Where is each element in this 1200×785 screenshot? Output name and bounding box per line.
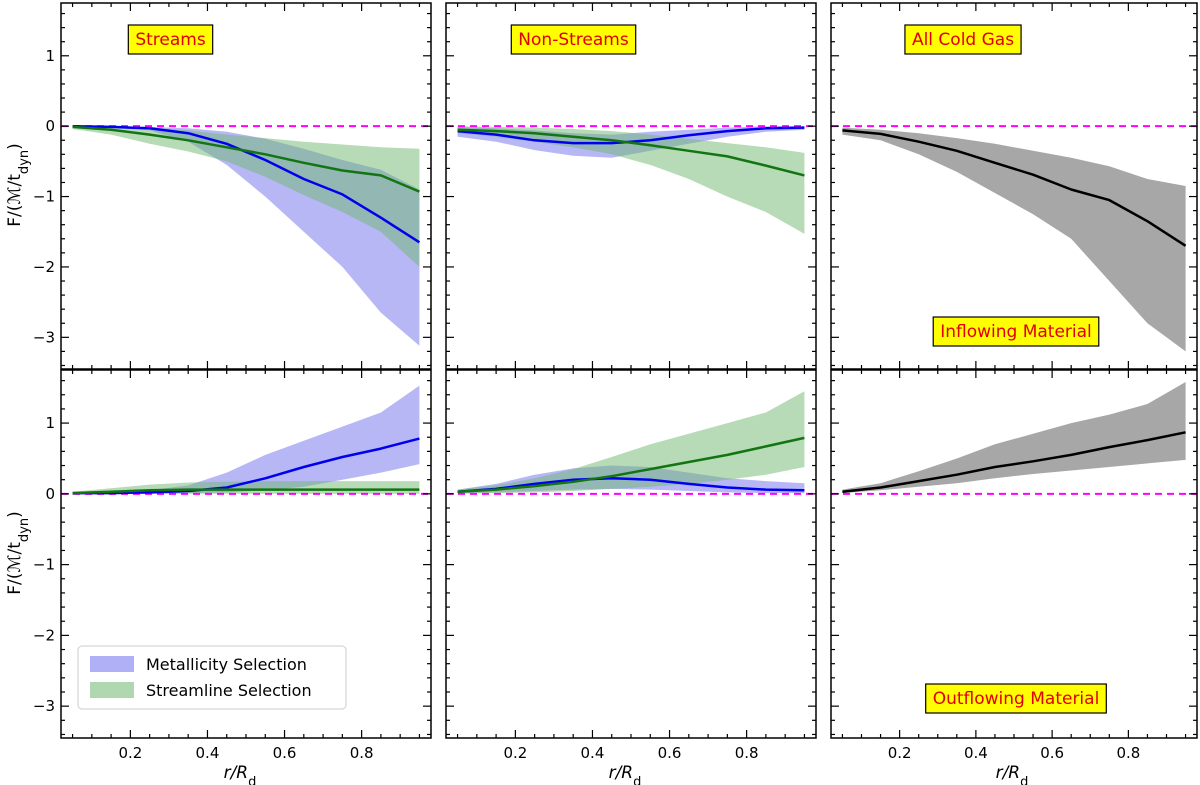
- series-line-streamline: [72, 488, 420, 495]
- panel-nonstreams-inflow: Non-Streams: [445, 2, 817, 370]
- x-tick-label: 0.6: [273, 744, 297, 762]
- panel-title: All Cold Gas: [904, 24, 1022, 55]
- band-streamline: [457, 126, 805, 234]
- ticks: [446, 3, 816, 369]
- series-line-allgas: [842, 431, 1186, 493]
- panel-annotation-text: Outflowing Material: [933, 689, 1100, 709]
- panel-title-text: Non-Streams: [518, 30, 629, 50]
- panel-allgas-outflow: 0.2 0.4 0.6 0.8 Outflowing Material: [830, 369, 1198, 762]
- ticks: [831, 370, 1197, 738]
- plot-area: [831, 382, 1197, 495]
- legend-label-metallicity: Metallicity Selection: [146, 655, 307, 674]
- y-tick-label: −1: [33, 556, 55, 574]
- ticks: [831, 3, 1197, 369]
- panel-title-box: [904, 24, 1022, 55]
- ticks: [61, 370, 431, 738]
- plot-area: [446, 125, 816, 234]
- panel-title-text: Streams: [135, 30, 206, 50]
- plot-area: [61, 385, 431, 495]
- band-streamline: [457, 391, 805, 494]
- x-tick-label: 0.2: [503, 744, 527, 762]
- x-tick-label: 0.4: [581, 744, 605, 762]
- band-metallicity: [72, 385, 420, 494]
- panel-title: Streams: [127, 24, 214, 55]
- band-allgas: [842, 382, 1186, 494]
- band-allgas: [842, 127, 1186, 352]
- y-tick-label: −3: [33, 328, 55, 346]
- panel-title-box: [127, 24, 214, 55]
- x-tick-label: 0.8: [350, 744, 374, 762]
- x-tick-label: 0.4: [964, 744, 988, 762]
- legend-swatch-metallicity: [90, 656, 134, 672]
- legend-swatch-streamline: [90, 682, 134, 698]
- panel-streams-inflow: −3 −2 −1 0 1 Streams: [33, 2, 432, 370]
- x-tick-label: 0.8: [735, 744, 759, 762]
- series-line-allgas: [842, 129, 1187, 247]
- y-tick-label: −2: [33, 626, 55, 644]
- x-tick-label: 0.6: [658, 744, 682, 762]
- y-tick-label: 0: [45, 485, 55, 503]
- legend: Metallicity Selection Streamline Selecti…: [77, 645, 347, 710]
- panel-streams-outflow: −3 −2 −1 0 1 0.2 0.4 0.6 0.8: [33, 369, 432, 762]
- y-tick-label: 0: [45, 117, 55, 135]
- x-tick-label: 0.8: [1116, 744, 1140, 762]
- panel-annotation: Inflowing Material: [932, 316, 1100, 347]
- legend-frame: [77, 645, 347, 710]
- panel-title-text: All Cold Gas: [912, 30, 1014, 50]
- x-tick-label: 0.2: [118, 744, 142, 762]
- ticks: [446, 370, 816, 738]
- panel-title-box: [510, 24, 637, 55]
- band-streamline: [72, 126, 420, 267]
- series-line-streamline: [457, 128, 805, 177]
- plot-area: [831, 125, 1197, 352]
- series-line-metallicity: [72, 437, 420, 495]
- panel-title: Non-Streams: [510, 24, 637, 55]
- y-tick-label: 1: [45, 414, 55, 432]
- plot-area: [61, 124, 431, 346]
- series-line-streamline: [72, 125, 420, 193]
- x-tick-label: 0.4: [196, 744, 220, 762]
- series-line-metallicity: [457, 477, 805, 493]
- panel-annotation: Outflowing Material: [925, 683, 1107, 714]
- plot-area: [446, 391, 816, 495]
- x-tick-label: 0.6: [1040, 744, 1064, 762]
- panel-allgas-inflow: All Cold Gas Inflowing Material: [830, 2, 1198, 370]
- x-tick-label: 0.2: [888, 744, 912, 762]
- y-tick-label: −2: [33, 258, 55, 276]
- ticks: [61, 3, 431, 369]
- series-line-streamline: [457, 436, 805, 493]
- panel-annotation-text: Inflowing Material: [940, 322, 1092, 342]
- y-tick-label: −1: [33, 188, 55, 206]
- y-tick-label: 1: [45, 47, 55, 65]
- legend-label-streamline: Streamline Selection: [146, 681, 312, 700]
- panel-annotation-box: [925, 683, 1107, 714]
- panel-nonstreams-outflow: 0.2 0.4 0.6 0.8: [445, 369, 817, 762]
- panel-annotation-box: [932, 316, 1100, 347]
- y-tick-label: −3: [33, 697, 55, 715]
